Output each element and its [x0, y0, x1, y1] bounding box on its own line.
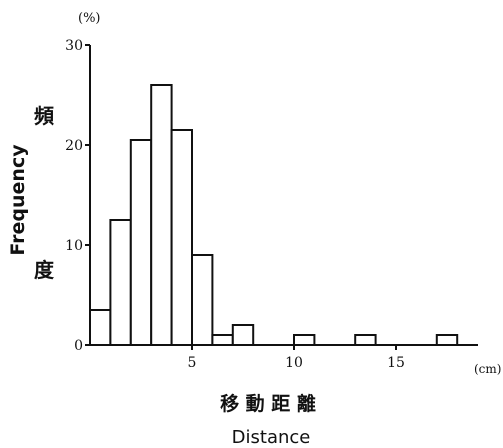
- x-tick-label-15: 15: [387, 355, 405, 371]
- histogram-bar-4: [170, 129, 194, 346]
- histogram-bar-10: [435, 334, 459, 346]
- x-axis-label: Distance: [232, 427, 311, 448]
- x-axis-label-ja: 移 動 距 離: [220, 392, 316, 415]
- histogram-bar-7: [231, 324, 255, 346]
- histogram-bar-3: [150, 84, 173, 346]
- x-tick-label-10: 10: [285, 355, 303, 371]
- y-tick-label-30: 30: [65, 38, 83, 54]
- histogram-bar-5: [191, 254, 214, 346]
- x-unit-label: (cm): [474, 362, 501, 376]
- x-ticks-group: 5 10 15: [188, 345, 405, 371]
- histogram-bar-1: [109, 219, 132, 346]
- y-axis-label-ja-2: 度: [34, 258, 55, 282]
- histogram-bar-9: [354, 334, 377, 346]
- histogram-bar-8: [293, 334, 316, 346]
- y-tick-label-0: 0: [74, 338, 83, 354]
- bars-group: [89, 84, 459, 346]
- histogram-bar-0: [89, 309, 112, 346]
- histogram-bar-6: [211, 334, 234, 346]
- y-tick-label-20: 20: [65, 138, 83, 154]
- y-axis-label: Frequency: [7, 144, 29, 256]
- y-axis-label-ja-1: 頻: [34, 104, 54, 128]
- y-ticks-group: 0 10 20 30: [65, 38, 90, 354]
- histogram-bar-2: [129, 139, 153, 346]
- y-tick-label-10: 10: [65, 238, 83, 254]
- x-tick-label-5: 5: [188, 355, 197, 371]
- y-unit-label: (%): [78, 11, 101, 26]
